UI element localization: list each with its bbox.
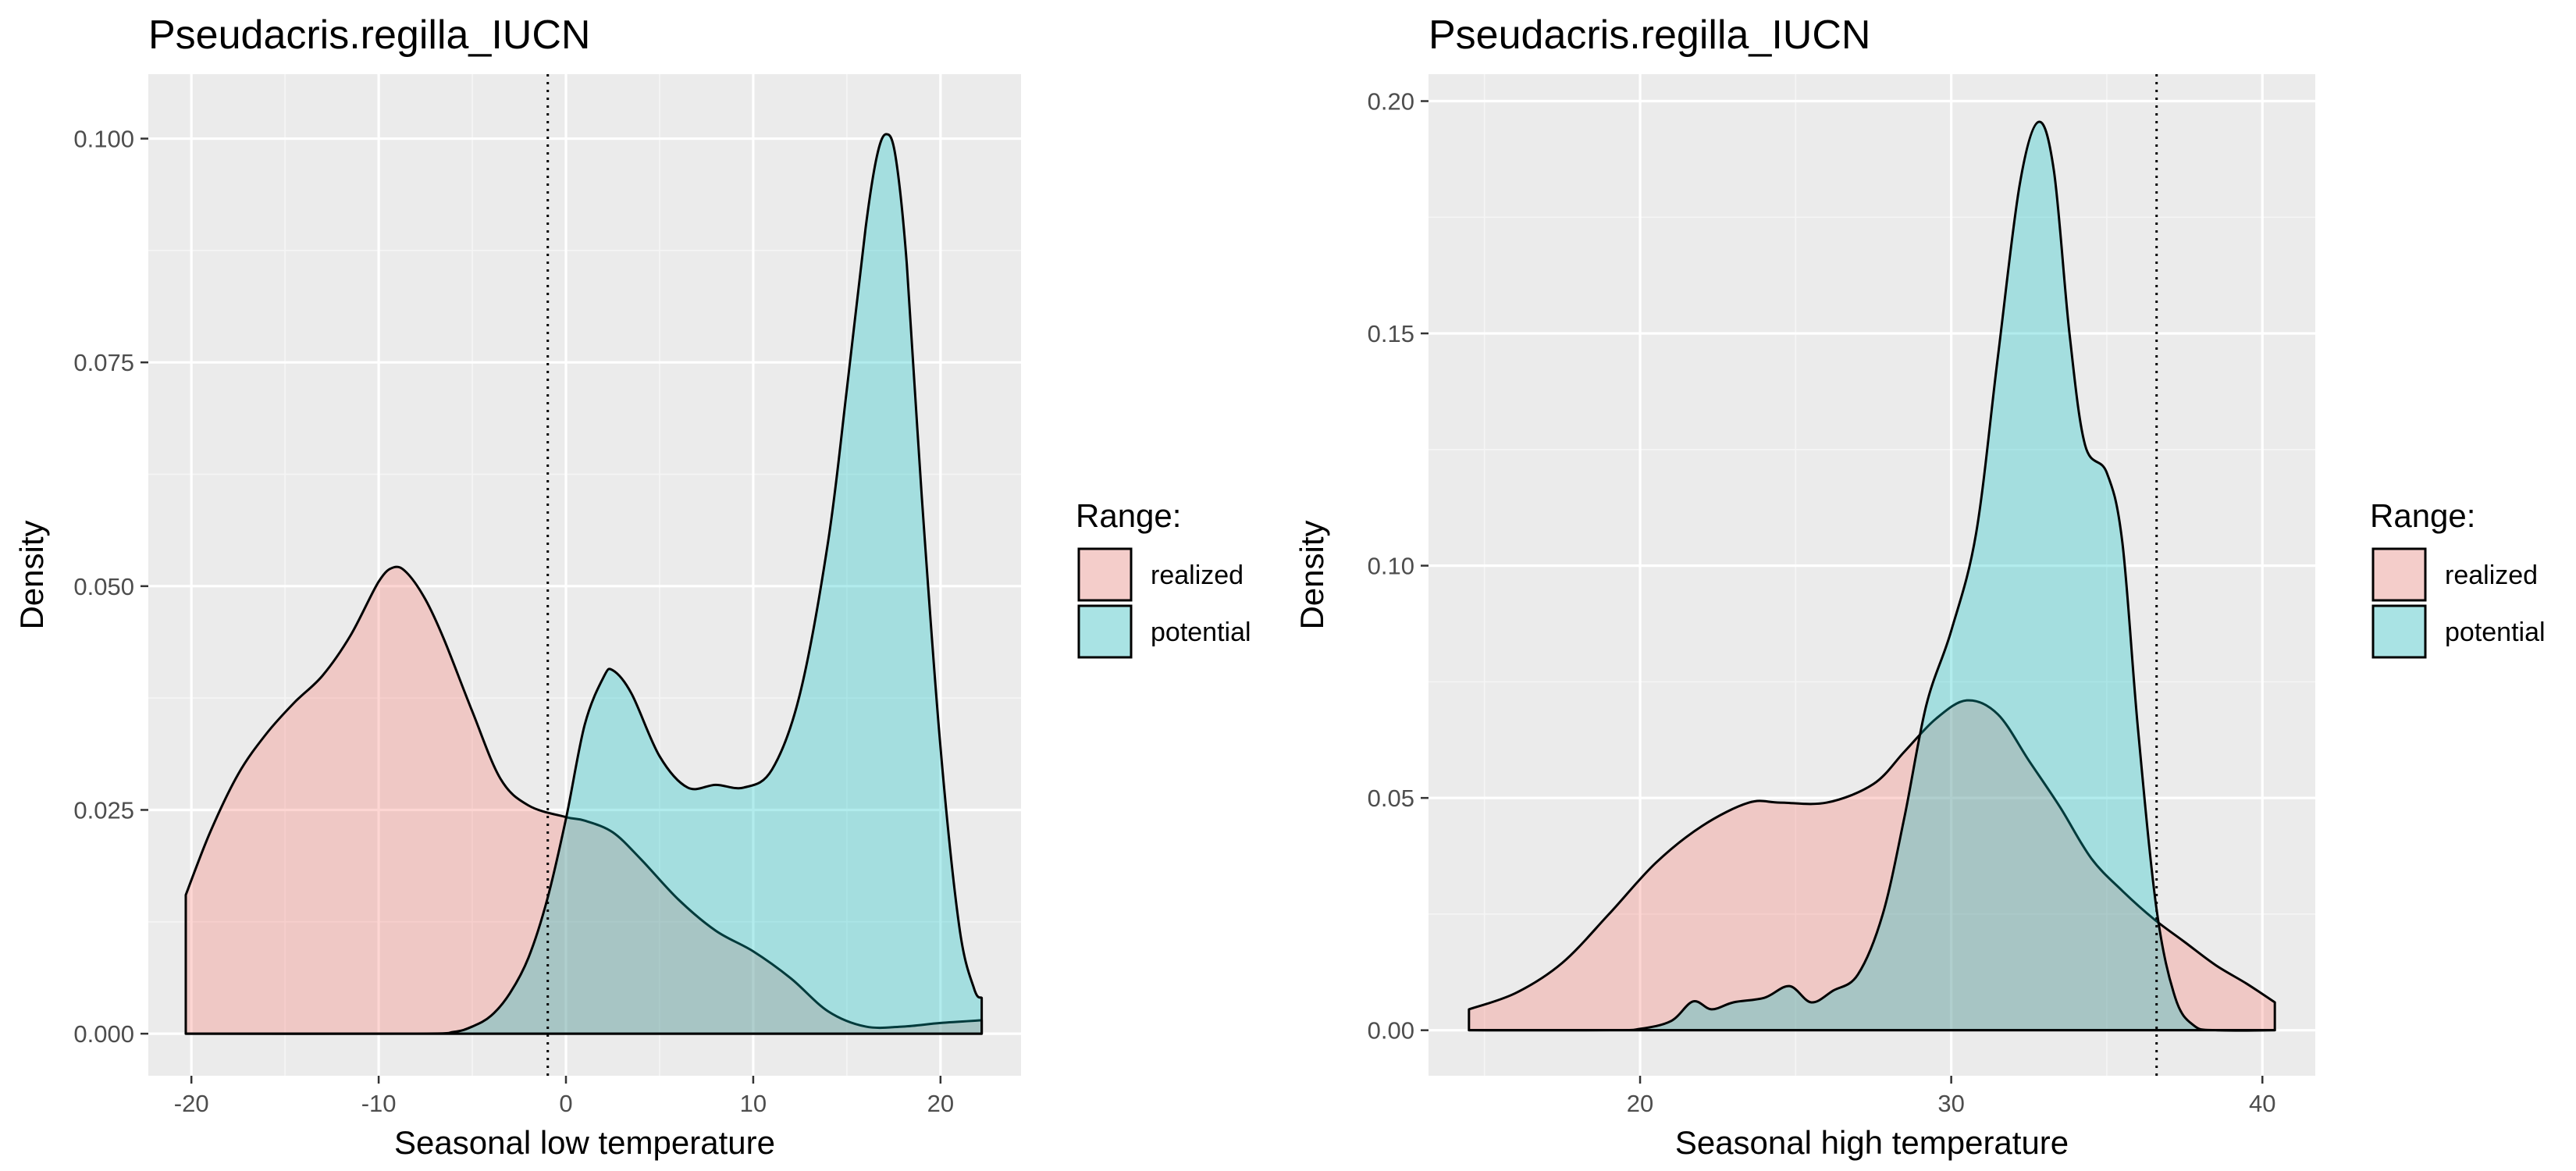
legend-key-background: [2373, 549, 2425, 600]
legend-label-realized: realized: [2445, 561, 2538, 590]
y-tick-label: 0.05: [1368, 785, 1414, 812]
y-tick-label: 0.10: [1368, 553, 1414, 580]
legend-key-background: [2373, 606, 2425, 657]
y-tick-label: 0.20: [1368, 88, 1414, 116]
density-area-realized: [1468, 699, 2276, 1032]
density-area-potential: [1468, 120, 2276, 1032]
chart-panel-1: -20 -10 0 10 20 0.000 0.025 0.050 0.075 0.100 Pseu…: [13, 12, 1251, 1161]
legend-swatch-potential: [1077, 604, 1133, 659]
y-tick-label: 0.000: [73, 1020, 134, 1048]
x-axis-label: Seasonal low temperature: [394, 1124, 775, 1161]
chart-title: Pseudacris.regilla_IUCN: [1429, 12, 1870, 58]
density-area-potential: [184, 133, 984, 1035]
legend-title: Range:: [2370, 497, 2475, 534]
legend: Range: realized potential: [1076, 497, 1251, 659]
legend: Range: realized potential: [2370, 497, 2546, 659]
x-tick-label: 20: [927, 1090, 954, 1117]
legend-label-potential: potential: [1151, 618, 1251, 647]
x-tick-label: 30: [1937, 1090, 1964, 1117]
y-axis-label: Density: [13, 520, 50, 629]
y-tick-label: 0.025: [73, 796, 134, 824]
x-tick-label: -20: [174, 1090, 209, 1117]
legend-swatch-realized: [2371, 547, 2427, 602]
legend-title: Range:: [1076, 497, 1181, 534]
y-tick-label: 0.050: [73, 573, 134, 600]
x-tick-label: 40: [2249, 1090, 2275, 1117]
x-axis-label: Seasonal high temperature: [1675, 1124, 2069, 1161]
legend-swatch-realized: [1077, 547, 1133, 602]
x-tick-label: -10: [361, 1090, 397, 1117]
plot-panel-background: [1429, 74, 2315, 1076]
y-tick-label: 0.15: [1368, 320, 1414, 347]
plot-panel-background: [148, 74, 1021, 1076]
legend-swatch-potential: [2371, 604, 2427, 659]
y-tick-label: 0.075: [73, 349, 134, 376]
legend-key-background: [1079, 549, 1131, 600]
y-axis-label: Density: [1293, 520, 1330, 629]
density-area-realized: [184, 565, 984, 1035]
x-tick-label: 20: [1627, 1090, 1653, 1117]
x-tick-label: 10: [740, 1090, 767, 1117]
chart-panel-2: 20 30 40 0.00 0.05 0.10 0.15 0.20 Pseudacris.reg…: [1293, 12, 2546, 1161]
x-tick-label: 0: [559, 1090, 572, 1117]
chart-title: Pseudacris.regilla_IUCN: [148, 12, 590, 58]
y-tick-label: 0.100: [73, 126, 134, 153]
legend-label-potential: potential: [2445, 618, 2546, 647]
legend-label-realized: realized: [1151, 561, 1244, 590]
legend-key-background: [1079, 606, 1131, 657]
y-tick-label: 0.00: [1368, 1017, 1414, 1045]
